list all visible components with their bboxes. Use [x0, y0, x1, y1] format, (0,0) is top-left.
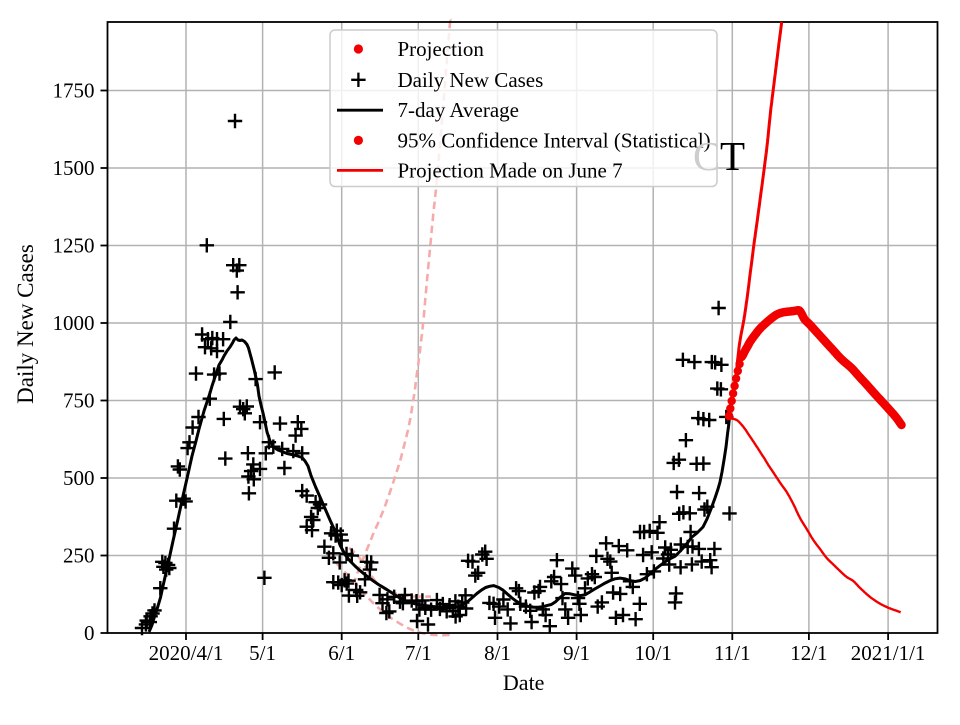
svg-text:Projection: Projection	[398, 37, 485, 61]
svg-text:8/1: 8/1	[484, 641, 511, 665]
svg-text:9/1: 9/1	[563, 641, 590, 665]
svg-text:1250: 1250	[53, 234, 95, 258]
svg-text:0: 0	[84, 621, 95, 645]
svg-text:10/1: 10/1	[635, 641, 672, 665]
svg-text:Daily New Cases: Daily New Cases	[13, 244, 38, 404]
svg-text:Projection Made on June 7: Projection Made on June 7	[398, 158, 623, 182]
svg-text:95% Confidence Interval (Stati: 95% Confidence Interval (Statistical)	[398, 128, 711, 152]
svg-text:12/1: 12/1	[790, 641, 827, 665]
svg-text:Daily New Cases: Daily New Cases	[398, 68, 544, 92]
svg-text:5/1: 5/1	[249, 641, 276, 665]
svg-text:C: C	[693, 133, 720, 179]
svg-text:2021/1/1: 2021/1/1	[851, 641, 926, 665]
svg-text:7-day Average: 7-day Average	[398, 98, 519, 122]
svg-text:T: T	[720, 133, 745, 179]
svg-text:1000: 1000	[53, 311, 95, 335]
svg-text:1750: 1750	[53, 79, 95, 103]
svg-text:750: 750	[63, 389, 95, 413]
svg-text:Date: Date	[503, 670, 545, 695]
svg-text:11/1: 11/1	[714, 641, 751, 665]
svg-text:2020/4/1: 2020/4/1	[149, 641, 224, 665]
svg-text:250: 250	[63, 544, 95, 568]
svg-text:7/1: 7/1	[405, 641, 432, 665]
svg-text:1500: 1500	[53, 156, 95, 180]
svg-text:500: 500	[63, 466, 95, 490]
svg-text:6/1: 6/1	[328, 641, 355, 665]
